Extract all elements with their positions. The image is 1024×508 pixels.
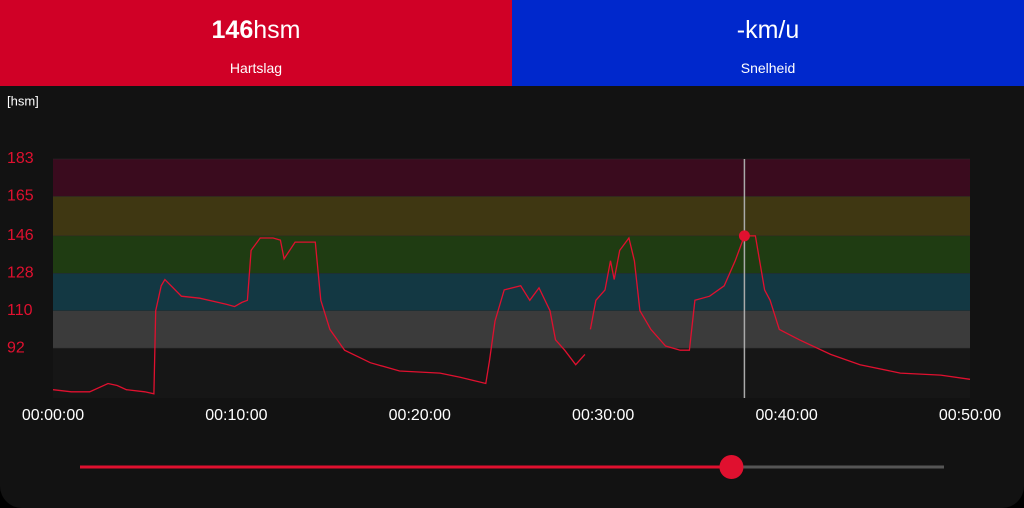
slider-thumb[interactable] bbox=[719, 455, 744, 479]
heart-rate-value: 146hsm bbox=[0, 16, 512, 45]
y-tick-label: 110 bbox=[7, 302, 33, 319]
x-tick-label: 00:30:00 bbox=[572, 407, 634, 424]
unit: hsm bbox=[253, 16, 301, 44]
x-tick-label: 00:00:00 bbox=[22, 407, 84, 424]
x-tick-label: 00:20:00 bbox=[389, 407, 451, 424]
cursor-dot bbox=[738, 230, 750, 242]
hr-zone bbox=[53, 235, 970, 274]
y-tick-label: 146 bbox=[7, 227, 34, 244]
y-tick-label: 92 bbox=[7, 339, 25, 356]
hr-zone bbox=[53, 310, 970, 349]
value: 146 bbox=[211, 16, 254, 44]
y-tick-label: 183 bbox=[7, 150, 34, 167]
y-axis-label: [hsm] bbox=[7, 93, 39, 108]
hr-zone bbox=[53, 159, 970, 197]
x-tick-label: 00:10:00 bbox=[205, 407, 267, 424]
y-tick-label: 165 bbox=[7, 188, 34, 205]
chart: [hsm] 92 110 128 146 165 183 00:00:00 00:10:00 0… bbox=[7, 93, 1001, 479]
speed-label: Snelheid bbox=[740, 60, 796, 76]
x-tick-label: 00:50:00 bbox=[939, 407, 1001, 424]
hr-zone bbox=[53, 348, 970, 398]
hr-zone bbox=[53, 273, 970, 311]
speed-tile[interactable]: -km/u Snelheid bbox=[512, 0, 1024, 86]
heart-rate-line bbox=[589, 235, 971, 380]
speed-value: -km/u bbox=[736, 16, 800, 44]
x-tick-label: 00:40:00 bbox=[755, 407, 817, 424]
heart-rate-tile[interactable]: 146hsm Hartslag bbox=[0, 0, 512, 86]
heart-rate-line bbox=[52, 237, 586, 395]
y-tick-label: 128 bbox=[7, 265, 34, 282]
heart-rate-label: Hartslag bbox=[229, 60, 283, 76]
hr-zone bbox=[53, 196, 970, 236]
